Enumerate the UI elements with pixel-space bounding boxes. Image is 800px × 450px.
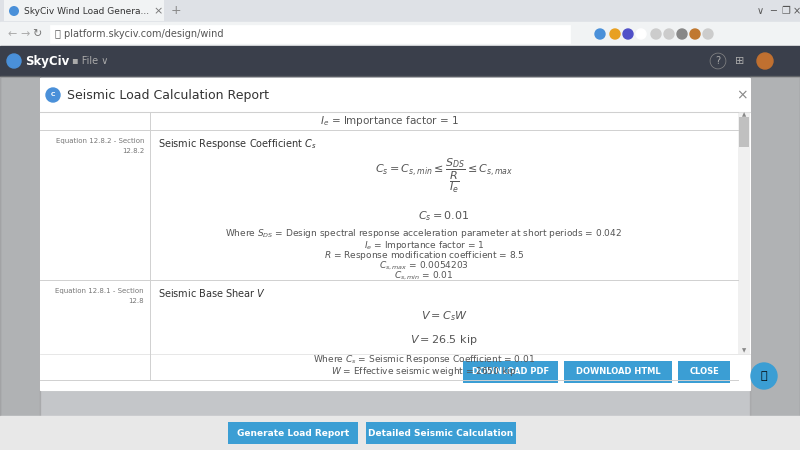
Text: Generate Load Report: Generate Load Report: [237, 428, 349, 437]
Text: +: +: [170, 4, 182, 18]
Text: SkyCiv Wind Load Genera...: SkyCiv Wind Load Genera...: [24, 6, 149, 15]
Bar: [50, 25, 570, 43]
Text: 🔒 platform.skyciv.com/design/wind: 🔒 platform.skyciv.com/design/wind: [55, 29, 223, 39]
Text: DOWNLOAD HTML: DOWNLOAD HTML: [576, 368, 660, 377]
Bar: [40, 354, 750, 390]
Circle shape: [677, 29, 687, 39]
Circle shape: [623, 29, 633, 39]
Circle shape: [610, 29, 620, 39]
Text: $I_e$ = Importance factor = 1: $I_e$ = Importance factor = 1: [319, 114, 458, 128]
Circle shape: [651, 29, 661, 39]
Text: ?: ?: [715, 56, 721, 66]
Text: $W$ = Effective seismic weight = 2650 kip: $W$ = Effective seismic weight = 2650 ki…: [331, 364, 517, 378]
Text: CLOSE: CLOSE: [689, 368, 719, 377]
Bar: [40, 78, 750, 390]
Text: ←: ←: [8, 29, 18, 39]
Bar: [228, 422, 358, 444]
Bar: [0, 76, 800, 450]
Circle shape: [757, 53, 773, 69]
Text: Where $C_s$ = Seismic Response Coefficient = 0.01: Where $C_s$ = Seismic Response Coefficie…: [313, 354, 535, 366]
Text: $C_{s,max}$ = 0.0054203: $C_{s,max}$ = 0.0054203: [379, 260, 469, 272]
Text: $R$ = Response modification coefficient = 8.5: $R$ = Response modification coefficient …: [324, 249, 524, 262]
Text: $C_s = 0.01$: $C_s = 0.01$: [418, 209, 470, 223]
Text: Equation 12.8.1 - Section: Equation 12.8.1 - Section: [55, 288, 144, 294]
Text: $V = 26.5$ kip: $V = 26.5$ kip: [410, 333, 478, 347]
Text: $C_{s,min}$ = 0.01: $C_{s,min}$ = 0.01: [394, 270, 454, 282]
Bar: [564, 361, 672, 383]
Text: Where $S_{DS}$ = Design spectral response acceleration parameter at short period: Where $S_{DS}$ = Design spectral respons…: [226, 228, 622, 240]
Text: Seismic Response Coefficient $C_s$: Seismic Response Coefficient $C_s$: [158, 137, 317, 151]
Circle shape: [636, 29, 646, 39]
Text: ∨: ∨: [757, 6, 763, 16]
Bar: [0, 76, 40, 450]
Circle shape: [9, 6, 19, 16]
Text: 12.8.2: 12.8.2: [122, 148, 144, 154]
Circle shape: [46, 88, 60, 102]
Text: ⊞: ⊞: [735, 56, 745, 66]
Text: →: →: [20, 29, 30, 39]
Text: Seismic Load Calculation Report: Seismic Load Calculation Report: [67, 89, 269, 102]
Bar: [750, 76, 800, 450]
Text: $I_e$ = Importance factor = 1: $I_e$ = Importance factor = 1: [364, 238, 484, 252]
Bar: [0, 0, 800, 22]
Text: Seismic Base Shear $V$: Seismic Base Shear $V$: [158, 287, 266, 299]
Text: ▲: ▲: [742, 112, 746, 117]
Circle shape: [751, 363, 777, 389]
Circle shape: [690, 29, 700, 39]
Bar: [4, 0, 164, 21]
Text: DOWNLOAD PDF: DOWNLOAD PDF: [472, 368, 549, 377]
Bar: [463, 361, 558, 383]
Text: 12.8: 12.8: [128, 298, 144, 304]
Text: ↻: ↻: [32, 29, 42, 39]
Bar: [366, 422, 516, 444]
Text: $C_s = C_{s,min} \leq \dfrac{S_{DS}}{\dfrac{R}{I_e}} \leq C_{s,max}$: $C_s = C_{s,min} \leq \dfrac{S_{DS}}{\df…: [374, 157, 514, 195]
Circle shape: [703, 29, 713, 39]
Text: Equation 12.8.2 - Section: Equation 12.8.2 - Section: [55, 138, 144, 144]
Text: 💬: 💬: [761, 371, 767, 381]
Text: ×: ×: [793, 6, 800, 16]
Text: C: C: [50, 93, 55, 98]
Circle shape: [595, 29, 605, 39]
Circle shape: [664, 29, 674, 39]
Text: ×: ×: [736, 88, 748, 102]
Text: $V = C_s W$: $V = C_s W$: [421, 309, 467, 323]
Bar: [0, 416, 800, 450]
Bar: [40, 78, 750, 112]
Bar: [0, 46, 800, 76]
Text: SkyCiv: SkyCiv: [25, 54, 70, 68]
Text: Detailed Seismic Calculation: Detailed Seismic Calculation: [368, 428, 514, 437]
Text: ─: ─: [770, 6, 776, 16]
Bar: [738, 112, 750, 354]
Bar: [678, 361, 730, 383]
Bar: [739, 117, 749, 147]
Bar: [0, 22, 800, 46]
Text: ❐: ❐: [782, 6, 790, 16]
Text: ×: ×: [154, 6, 162, 16]
Text: ▼: ▼: [742, 348, 746, 354]
Text: ▪ File ∨: ▪ File ∨: [72, 56, 108, 66]
Circle shape: [7, 54, 21, 68]
